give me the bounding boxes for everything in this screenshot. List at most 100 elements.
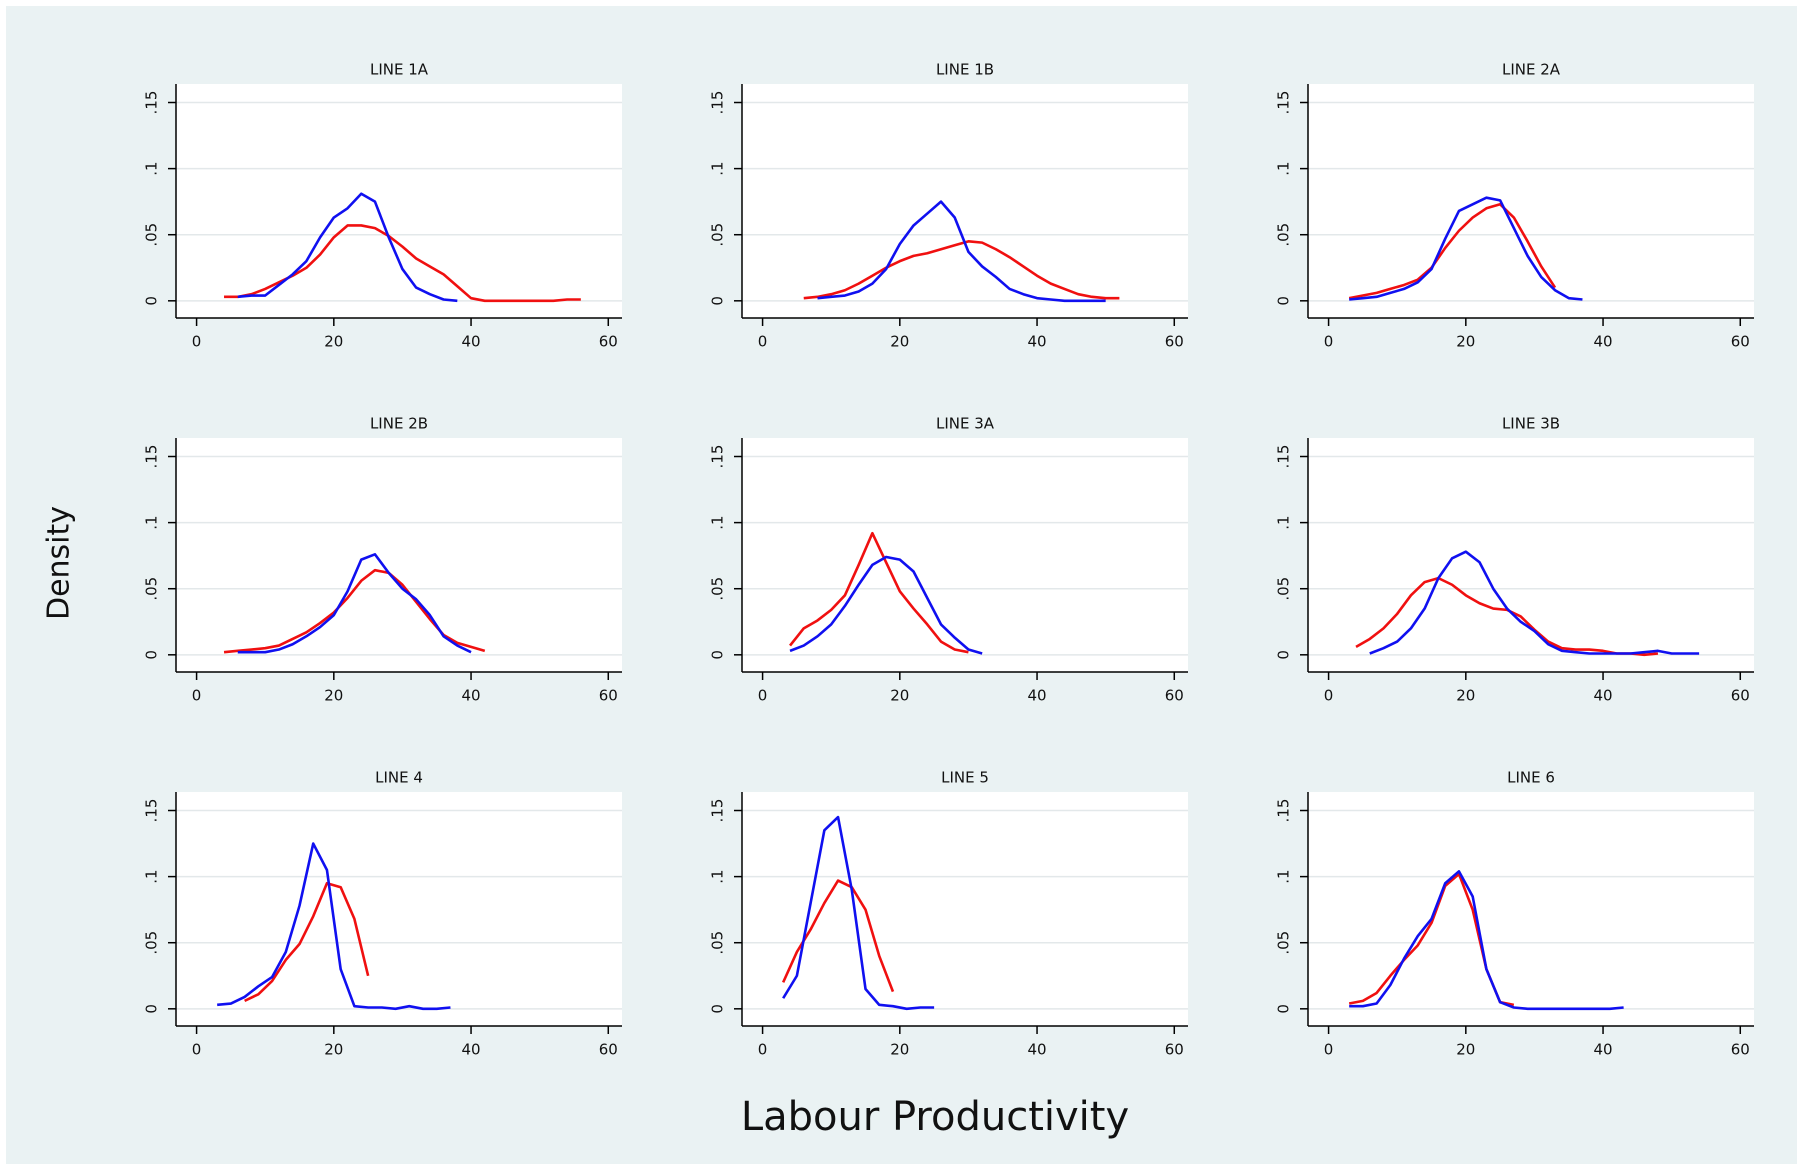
- y-tick-label: .15: [143, 445, 161, 469]
- y-tick-label: 0: [709, 650, 727, 660]
- x-tick-label: 40: [1593, 333, 1612, 351]
- x-tick-label: 40: [461, 333, 480, 351]
- plot-area: [1308, 438, 1754, 672]
- y-tick-label: 0: [143, 650, 161, 660]
- x-tick-label: 40: [461, 1041, 480, 1059]
- y-tick-label: 0: [143, 1004, 161, 1014]
- y-tick-label: .05: [143, 577, 161, 601]
- y-tick-label: .05: [709, 577, 727, 601]
- density-line: [244, 881, 370, 1003]
- x-tick-label: 20: [324, 333, 343, 351]
- panel-title: LINE 2B: [370, 415, 428, 433]
- y-tick-label: 0: [1275, 650, 1293, 660]
- x-tick-label: 20: [1456, 1041, 1475, 1059]
- x-tick-label: 20: [324, 687, 343, 705]
- y-tick-label: .05: [709, 223, 727, 247]
- y-tick-label: .15: [709, 799, 727, 823]
- panel-title: LINE 3B: [1502, 415, 1560, 433]
- y-tick-label: .1: [143, 515, 161, 529]
- y-tick-label: .1: [709, 161, 727, 175]
- x-tick-label: 60: [1731, 1041, 1750, 1059]
- x-tick-label: 20: [890, 687, 909, 705]
- density-line: [789, 555, 983, 655]
- x-tick-label: 40: [461, 687, 480, 705]
- y-tick-label: .15: [709, 445, 727, 469]
- density-line: [782, 815, 935, 1011]
- y-tick-label: 0: [709, 1004, 727, 1014]
- x-tick-label: 0: [1324, 687, 1334, 705]
- y-tick-label: .15: [143, 91, 161, 115]
- x-tick-label: 60: [599, 1041, 618, 1059]
- y-tick-label: .05: [143, 223, 161, 247]
- x-tick-label: 40: [1027, 333, 1046, 351]
- x-tick-label: 40: [1593, 1041, 1612, 1059]
- y-tick-label: .1: [1275, 869, 1293, 883]
- x-tick-label: 0: [1324, 1041, 1334, 1059]
- x-tick-label: 0: [192, 1041, 202, 1059]
- x-tick-label: 40: [1593, 687, 1612, 705]
- y-tick-label: .05: [1275, 931, 1293, 955]
- x-tick-label: 60: [1731, 333, 1750, 351]
- y-axis-title: Density: [42, 506, 77, 620]
- plot-area: [176, 84, 622, 318]
- density-line: [803, 240, 1120, 300]
- y-tick-label: .1: [709, 515, 727, 529]
- density-line: [237, 553, 472, 654]
- y-tick-label: .05: [143, 931, 161, 955]
- y-tick-label: 0: [709, 296, 727, 306]
- density-line: [1349, 870, 1624, 1011]
- panel-title: LINE 4: [375, 769, 423, 787]
- y-tick-label: .15: [1275, 445, 1293, 469]
- x-tick-label: 60: [1165, 333, 1184, 351]
- plot-area: [1308, 792, 1754, 1026]
- density-line: [781, 879, 895, 993]
- panel-title: LINE 5: [941, 769, 989, 787]
- density-line: [1348, 203, 1557, 300]
- y-tick-label: .15: [143, 799, 161, 823]
- y-tick-label: .1: [709, 869, 727, 883]
- plot-area: [176, 792, 622, 1026]
- y-tick-label: .05: [1275, 223, 1293, 247]
- x-tick-label: 40: [1027, 687, 1046, 705]
- x-tick-label: 60: [1165, 1041, 1184, 1059]
- y-tick-label: .1: [143, 161, 161, 175]
- panel-title: LINE 3A: [936, 415, 995, 433]
- x-tick-label: 20: [1456, 333, 1475, 351]
- y-tick-label: .05: [1275, 577, 1293, 601]
- x-tick-label: 60: [1731, 687, 1750, 705]
- x-tick-label: 40: [1027, 1041, 1046, 1059]
- y-tick-label: .15: [709, 91, 727, 115]
- panel-title: LINE 1A: [370, 61, 429, 79]
- x-tick-label: 0: [192, 333, 202, 351]
- plot-area: [742, 84, 1188, 318]
- x-axis-title: Labour Productivity: [741, 1094, 1129, 1140]
- panel-title: LINE 2A: [1502, 61, 1561, 79]
- x-tick-label: 60: [1165, 687, 1184, 705]
- y-tick-label: .1: [143, 869, 161, 883]
- x-tick-label: 0: [758, 1041, 768, 1059]
- y-tick-label: .05: [709, 931, 727, 955]
- density-line: [1349, 196, 1583, 301]
- y-tick-label: 0: [143, 296, 161, 306]
- x-tick-label: 20: [890, 1041, 909, 1059]
- y-tick-label: .15: [1275, 799, 1293, 823]
- density-line: [817, 200, 1106, 303]
- y-tick-label: 0: [1275, 296, 1293, 306]
- x-tick-label: 60: [599, 687, 618, 705]
- panel-title: LINE 6: [1507, 769, 1555, 787]
- y-tick-label: .15: [1275, 91, 1293, 115]
- x-tick-label: 20: [890, 333, 909, 351]
- x-tick-label: 60: [599, 333, 618, 351]
- density-line: [237, 192, 458, 303]
- y-tick-label: .1: [1275, 161, 1293, 175]
- y-tick-label: .1: [1275, 515, 1293, 529]
- density-line: [1369, 550, 1700, 655]
- panel-title: LINE 1B: [936, 61, 994, 79]
- x-tick-label: 0: [192, 687, 202, 705]
- x-tick-label: 0: [1324, 333, 1334, 351]
- x-tick-label: 0: [758, 333, 768, 351]
- x-tick-label: 20: [1456, 687, 1475, 705]
